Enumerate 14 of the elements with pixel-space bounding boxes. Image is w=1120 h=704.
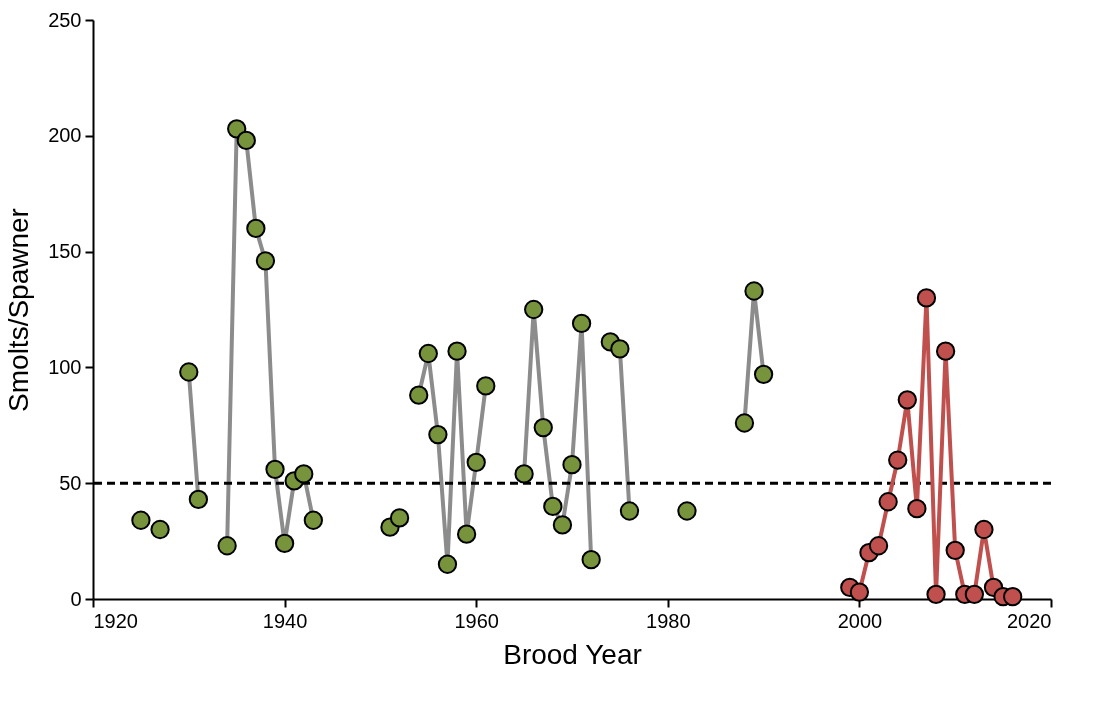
y-tick-label: 100 <box>48 355 82 378</box>
y-tick-label: 50 <box>59 471 82 494</box>
x-tick-label: 1980 <box>646 609 691 632</box>
x-tick-label: 1960 <box>454 609 499 632</box>
x-axis-title: Brood Year <box>503 638 642 670</box>
x-tick-label: 2020 <box>1007 609 1052 632</box>
y-tick-label: 0 <box>70 587 82 610</box>
y-tick-label: 250 <box>48 8 82 31</box>
y-axis-title: Smolts/Spawner <box>3 208 35 412</box>
x-tick-label: 1920 <box>93 609 138 632</box>
x-tick-label: 1940 <box>262 609 308 632</box>
x-tick-label: 2000 <box>837 609 883 632</box>
y-tick-label: 150 <box>48 240 82 263</box>
y-tick-label: 200 <box>48 124 82 147</box>
